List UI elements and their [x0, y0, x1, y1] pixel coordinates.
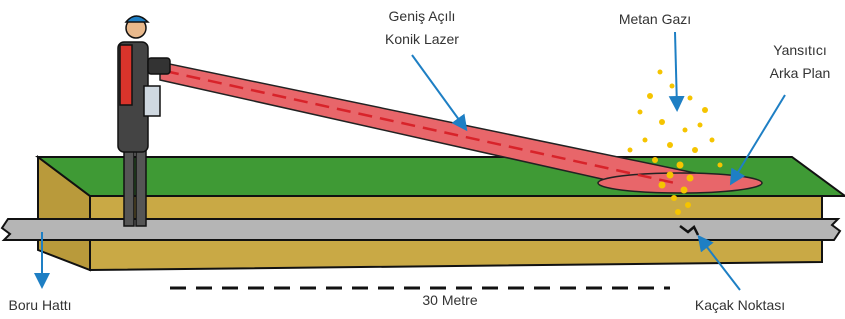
label: Geniş Açılı [389, 8, 456, 24]
diagram: Geniş Açılı Konik Lazer Metan Gazı Yansı… [0, 0, 845, 319]
label: Boru Hattı [8, 297, 71, 313]
label: Arka Plan [770, 65, 831, 81]
label: Yansıtıcı [773, 42, 826, 58]
label: Konik Lazer [385, 31, 459, 47]
label: Metan Gazı [619, 11, 691, 27]
label: Kaçak Noktası [695, 297, 785, 313]
label: 30 Metre [422, 292, 477, 308]
